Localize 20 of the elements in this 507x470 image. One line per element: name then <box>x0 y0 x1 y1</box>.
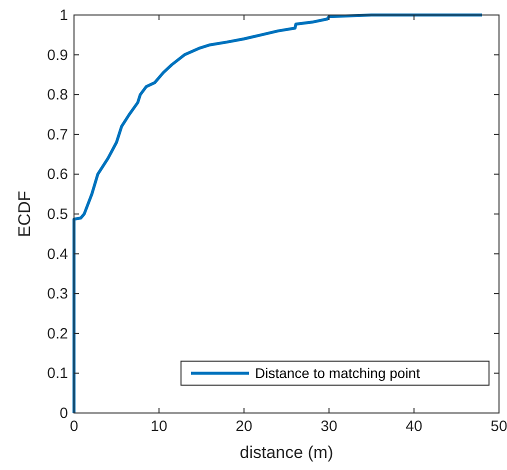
y-tick-label: 1 <box>60 7 68 24</box>
x-tick-label: 10 <box>150 418 168 435</box>
x-axis-title: distance (m) <box>240 443 334 462</box>
x-tick-label: 40 <box>406 418 422 435</box>
x-tick-label: 50 <box>490 418 507 435</box>
y-tick-label: 0.9 <box>47 46 68 64</box>
y-tick-label: 0.5 <box>47 206 68 223</box>
y-tick-label: 0 <box>60 405 68 422</box>
y-tick-label: 0.3 <box>47 286 68 303</box>
line-series <box>72 14 484 414</box>
y-tick-label: 0.4 <box>47 246 68 263</box>
legend-label: Distance to matching point <box>255 365 420 382</box>
x-tick-label: 20 <box>236 418 252 435</box>
y-tick-label: 0.2 <box>47 325 68 342</box>
y-tick-label: 0.6 <box>47 166 68 184</box>
y-axis-title: ECDF <box>15 190 34 238</box>
y-tick-label: 0.8 <box>47 86 68 104</box>
x-tick-label: 30 <box>320 418 338 435</box>
y-tick-label: 0.7 <box>47 126 68 144</box>
y-tick-label: 0.1 <box>47 365 68 382</box>
